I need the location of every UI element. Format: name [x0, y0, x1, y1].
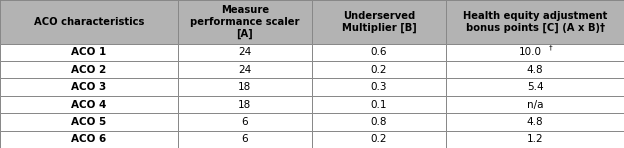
Text: ACO characteristics: ACO characteristics	[34, 17, 144, 27]
Text: 0.1: 0.1	[371, 99, 388, 110]
Text: 0.6: 0.6	[371, 47, 388, 57]
Text: ACO 1: ACO 1	[71, 47, 107, 57]
Text: 0.8: 0.8	[371, 117, 388, 127]
Text: 24: 24	[238, 65, 251, 75]
Text: 0.2: 0.2	[371, 65, 388, 75]
Bar	[312, 78, 446, 96]
Text: 6: 6	[241, 134, 248, 144]
Bar	[0, 78, 178, 96]
Text: †: †	[549, 45, 552, 51]
Bar	[178, 131, 312, 148]
Text: Measure
performance scaler
[A]: Measure performance scaler [A]	[190, 5, 300, 39]
Text: ACO 4: ACO 4	[71, 99, 107, 110]
Text: Underserved
Multiplier [B]: Underserved Multiplier [B]	[342, 11, 416, 33]
Text: 4.8: 4.8	[527, 65, 544, 75]
Text: ACO 2: ACO 2	[71, 65, 107, 75]
Bar	[446, 44, 624, 61]
Bar	[178, 44, 312, 61]
Bar	[446, 113, 624, 131]
Bar	[0, 44, 178, 61]
Bar	[446, 96, 624, 113]
Text: ACO 3: ACO 3	[71, 82, 107, 92]
Text: 18: 18	[238, 82, 251, 92]
Bar	[312, 44, 446, 61]
Bar	[178, 78, 312, 96]
Bar	[312, 61, 446, 78]
Text: ACO 5: ACO 5	[71, 117, 107, 127]
Bar	[312, 131, 446, 148]
Text: 0.3: 0.3	[371, 82, 388, 92]
Text: 4.8: 4.8	[527, 117, 544, 127]
Text: 5.4: 5.4	[527, 82, 544, 92]
Bar	[446, 61, 624, 78]
Bar	[178, 113, 312, 131]
Text: 24: 24	[238, 47, 251, 57]
Bar	[446, 0, 624, 44]
Text: Health equity adjustment
bonus points [C] (A x B)†: Health equity adjustment bonus points [C…	[463, 11, 607, 33]
Text: ACO 6: ACO 6	[71, 134, 107, 144]
Bar	[446, 78, 624, 96]
Bar	[0, 96, 178, 113]
Text: 6: 6	[241, 117, 248, 127]
Bar	[0, 131, 178, 148]
Bar	[312, 96, 446, 113]
Bar	[178, 0, 312, 44]
Bar	[0, 113, 178, 131]
Text: n/a: n/a	[527, 99, 544, 110]
Bar	[312, 0, 446, 44]
Bar	[0, 0, 178, 44]
Text: 18: 18	[238, 99, 251, 110]
Bar	[312, 113, 446, 131]
Bar	[446, 131, 624, 148]
Bar	[178, 96, 312, 113]
Bar	[178, 61, 312, 78]
Text: 0.2: 0.2	[371, 134, 388, 144]
Text: 10.0: 10.0	[519, 47, 542, 57]
Bar	[0, 61, 178, 78]
Text: 1.2: 1.2	[527, 134, 544, 144]
